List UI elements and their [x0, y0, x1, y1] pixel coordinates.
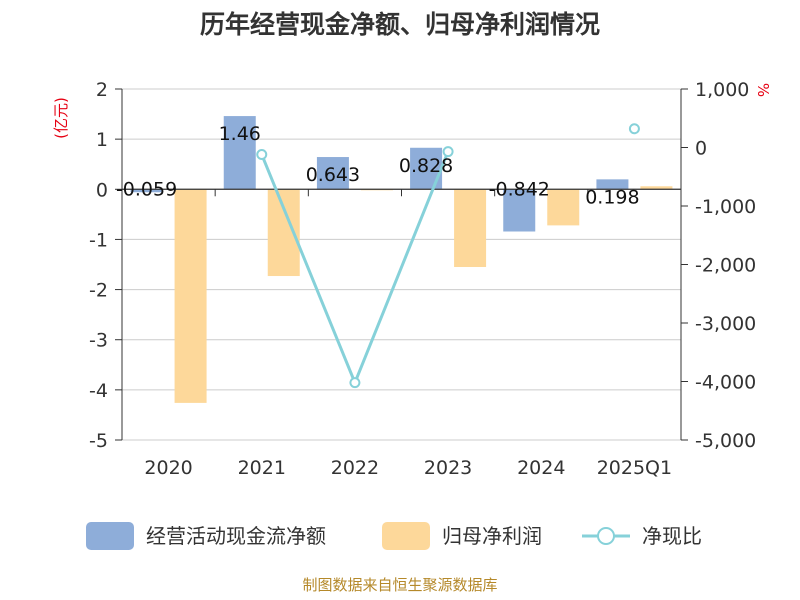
data-label: -0.059	[116, 178, 177, 200]
category-label: 2023	[424, 457, 472, 479]
bar-netprofit	[454, 189, 487, 268]
right-tick-label: -4,000	[695, 372, 756, 394]
left-tick-label: -1	[89, 229, 108, 251]
legend-swatch-marker	[597, 527, 615, 545]
right-tick-label: -3,000	[695, 313, 756, 335]
bar-layer	[130, 116, 673, 403]
chart-title: 历年经营现金净额、归母净利润情况	[200, 10, 600, 39]
bar-cashflow	[316, 157, 349, 190]
right-tick-label: -2,000	[695, 255, 756, 277]
bar-netprofit	[547, 189, 580, 226]
right-tick-label: 0	[695, 138, 707, 160]
left-tick-label: 2	[96, 79, 108, 101]
ratio-point	[628, 123, 640, 135]
legend-label: 净现比	[642, 524, 702, 548]
bar-cashflow	[596, 179, 629, 190]
bar-cashflow	[223, 116, 256, 190]
data-label-layer: -0.059 1.46 0.643 0.828 -0.842 0.198	[116, 123, 640, 208]
data-source: 制图数据来自恒生聚源数据库	[302, 576, 497, 594]
left-axis-unit: (亿元)	[52, 97, 70, 139]
left-tick-label: 1	[96, 129, 108, 151]
right-axis-unit: %	[754, 83, 772, 97]
right-tick-label: -1,000	[695, 196, 756, 218]
ratio-point	[442, 146, 454, 158]
line-layer	[256, 123, 640, 389]
bar-netprofit	[640, 186, 673, 190]
category-label: 2021	[238, 457, 286, 479]
category-label: 2025Q1	[597, 457, 672, 479]
right-tick-label: 1,000	[695, 79, 749, 101]
bar-cashflow	[503, 189, 536, 232]
ratio-point	[349, 377, 361, 389]
ratio-point	[256, 149, 268, 161]
data-label: 0.828	[399, 155, 453, 177]
legend-label: 归母净利润	[442, 524, 542, 548]
left-tick-label: -4	[89, 380, 108, 402]
data-label: 1.46	[219, 123, 261, 145]
legend-label: 经营活动现金流净额	[146, 524, 326, 548]
bar-cashflow	[130, 189, 163, 193]
category-label: 2022	[331, 457, 379, 479]
legend: 经营活动现金流净额 归母净利润 净现比	[86, 522, 702, 550]
right-tick-label: -5,000	[695, 430, 756, 452]
data-label: -0.842	[489, 178, 550, 200]
axes: 2 1 0 -1 -2 -3 -4 -5 1,000 0 -1,000 -2,000 -3,000 -4,…	[89, 79, 756, 479]
bar-netprofit	[174, 189, 207, 403]
left-tick-label: -3	[89, 330, 108, 352]
left-tick-label: -2	[89, 280, 108, 302]
category-label: 2020	[144, 457, 192, 479]
category-label: 2024	[517, 457, 565, 479]
data-label: 0.198	[585, 186, 639, 208]
legend-swatch	[86, 522, 134, 550]
left-tick-label: -5	[89, 430, 108, 452]
data-label: 0.643	[306, 164, 360, 186]
legend-swatch	[382, 522, 430, 550]
left-tick-label: 0	[96, 179, 108, 201]
